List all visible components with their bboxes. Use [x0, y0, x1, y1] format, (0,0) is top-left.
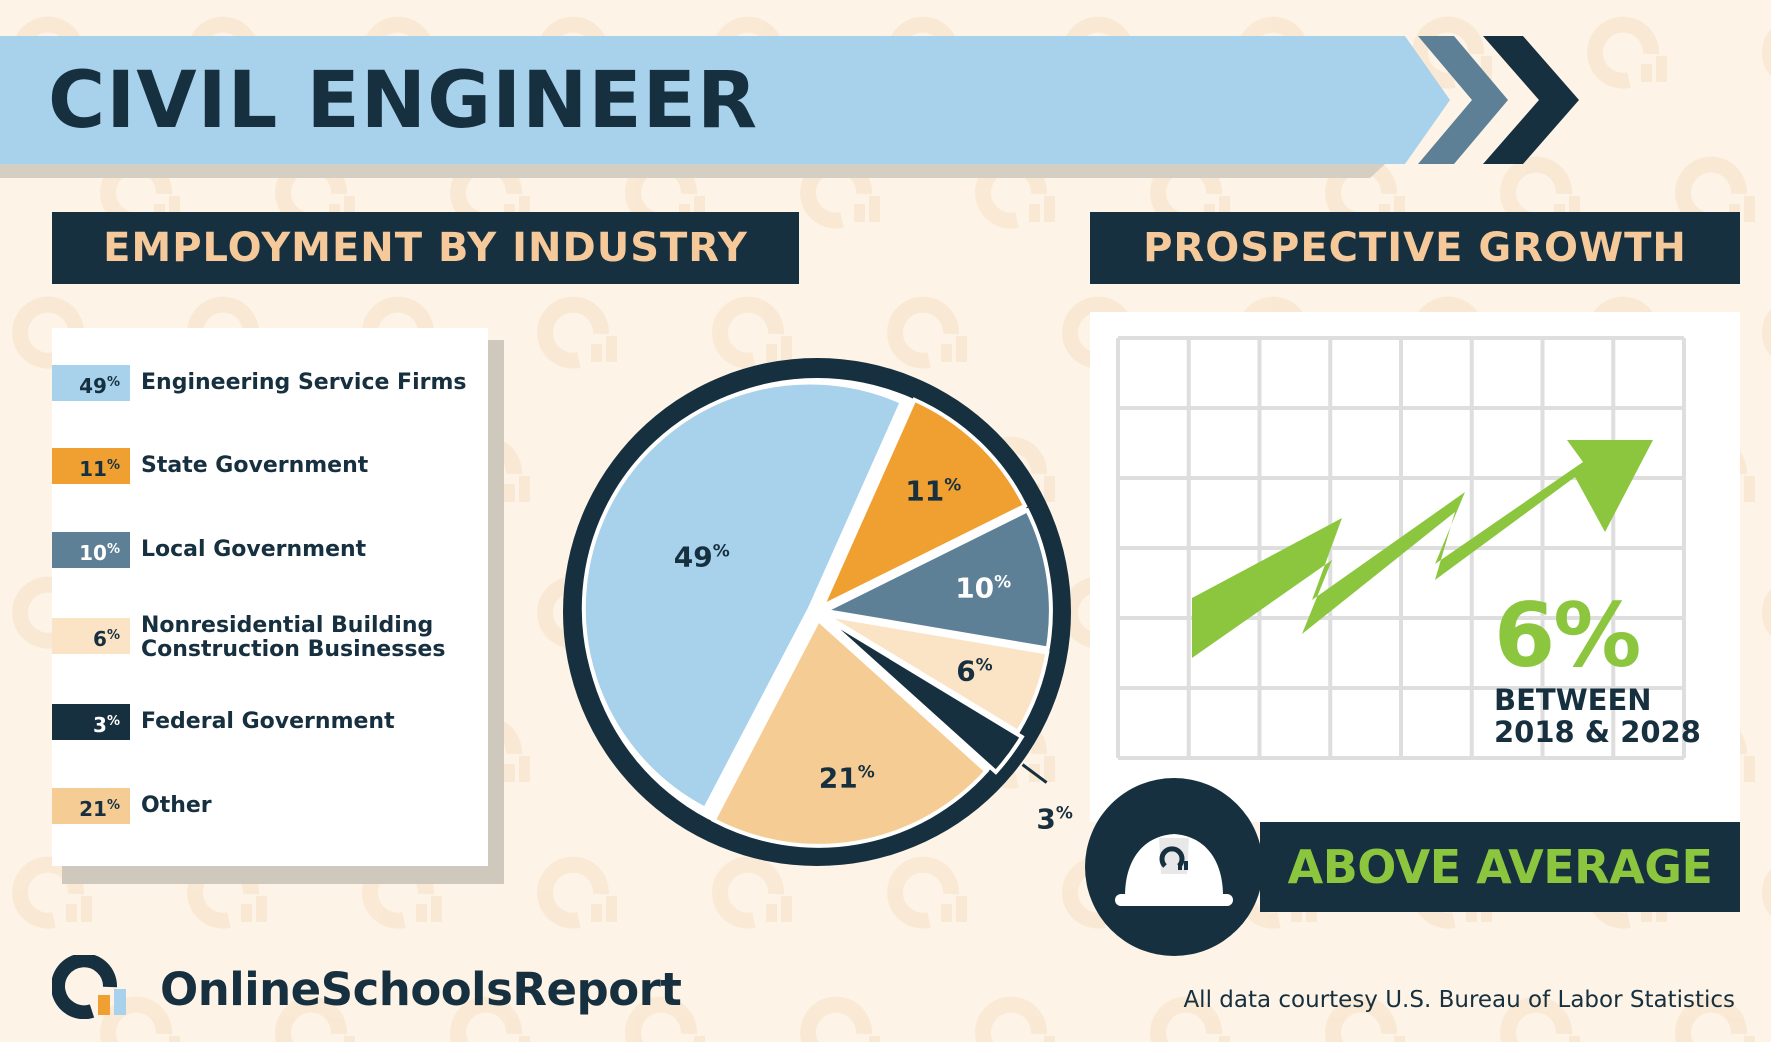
- background-logo-mark: [625, 996, 705, 1042]
- background-logo-mark: [1587, 16, 1667, 89]
- legend-value: 21: [79, 797, 107, 821]
- pie-label: 6%: [956, 655, 993, 688]
- pie-label: 10%: [955, 571, 1011, 604]
- background-logo-mark: [1500, 996, 1580, 1042]
- pie-label-unit: %: [976, 656, 993, 676]
- pie-slice: [711, 616, 990, 848]
- background-logo-mark: [1150, 996, 1230, 1042]
- growth-value: 6%: [1494, 584, 1641, 687]
- legend-label: Federal Government: [141, 709, 395, 734]
- legend-swatch: 11%: [52, 448, 130, 484]
- legend-value-unit: %: [106, 628, 120, 643]
- background-logo-mark: [1675, 996, 1755, 1042]
- pie-label-value: 3: [1036, 803, 1055, 836]
- background-logo-mark: [712, 296, 792, 369]
- pie-label-value: 49: [674, 540, 713, 573]
- growth-arrow-icon: [1192, 440, 1653, 658]
- background-logo-mark: [1325, 996, 1405, 1042]
- pie-slice: [818, 397, 1028, 611]
- pie-leader-line: [1021, 763, 1048, 784]
- background-logo-mark: [712, 856, 792, 929]
- pie-chart: 49%11%10%6%3%21%: [563, 358, 1073, 866]
- rating-bar: [1260, 822, 1740, 912]
- legend-label: State Government: [141, 453, 369, 478]
- legend-value: 49: [79, 374, 107, 398]
- legend-label: Nonresidential Building Construction Bus…: [141, 613, 446, 662]
- brand-name: OnlineSchoolsReport: [160, 963, 682, 1016]
- hard-hat-icon: [1115, 834, 1233, 906]
- legend-label: Engineering Service Firms: [141, 370, 467, 395]
- online-schools-report-logo-icon: [52, 955, 126, 1019]
- legend-value-unit: %: [106, 375, 120, 390]
- legend-value-unit: %: [106, 714, 120, 729]
- pie-label-unit: %: [713, 541, 730, 561]
- pie-slice: [818, 507, 1053, 651]
- pie-slice: [581, 380, 905, 812]
- pie-label-value: 6: [956, 655, 975, 688]
- pie-label: 11%: [905, 475, 961, 508]
- pie-label-value: 21: [819, 761, 858, 794]
- pie-slice: [823, 612, 1050, 735]
- employment-header: EMPLOYMENT BY INDUSTRY: [52, 212, 799, 284]
- legend-value: 6: [93, 627, 107, 651]
- legend-value: 3: [93, 713, 107, 737]
- background-logo-mark: [975, 996, 1055, 1042]
- legend-label: Other: [141, 793, 212, 818]
- pie-label-value: 10: [955, 571, 994, 604]
- pie-label: 21%: [819, 761, 875, 794]
- background-logo-mark: [800, 996, 880, 1042]
- pie-label-unit: %: [994, 572, 1011, 592]
- growth-rating: ABOVE AVERAGE: [1287, 840, 1713, 894]
- title-banner: [0, 36, 1450, 164]
- pie-label-unit: %: [1056, 804, 1073, 824]
- pie-label: 3%: [1036, 803, 1073, 836]
- legend-swatch: 49%: [52, 365, 130, 401]
- growth-graph: [1116, 336, 1686, 760]
- background-logo-mark: [887, 296, 967, 369]
- legend-swatch: 6%: [52, 618, 130, 654]
- legend-value: 10: [79, 541, 107, 565]
- growth-period: BETWEEN 2018 & 2028: [1494, 683, 1701, 749]
- legend: [52, 328, 488, 866]
- legend-swatch: 21%: [52, 788, 130, 824]
- background-logo-mark: [537, 856, 617, 929]
- pie-label: 49%: [674, 540, 730, 573]
- legend-value-unit: %: [106, 542, 120, 557]
- legend-value: 11: [79, 457, 107, 481]
- growth-panel: [1090, 312, 1740, 822]
- background-logo-mark: [450, 996, 530, 1042]
- legend-swatch: 3%: [52, 704, 130, 740]
- pie-label-value: 11: [905, 475, 944, 508]
- legend-label: Local Government: [141, 537, 367, 562]
- pie-label-unit: %: [944, 476, 961, 496]
- legend-value-unit: %: [106, 458, 120, 473]
- growth-header: PROSPECTIVE GROWTH: [1090, 212, 1740, 284]
- legend-swatch: 10%: [52, 532, 130, 568]
- background-logo-mark: [537, 296, 617, 369]
- legend-value-unit: %: [106, 798, 120, 813]
- source-note: All data courtesy U.S. Bureau of Labor S…: [1183, 987, 1735, 1013]
- background-logo-mark: [275, 996, 355, 1042]
- pie-slice: [822, 615, 1025, 775]
- background-logo-mark: [887, 856, 967, 929]
- pie-label-unit: %: [858, 762, 875, 782]
- page-title: CIVIL ENGINEER: [48, 56, 759, 146]
